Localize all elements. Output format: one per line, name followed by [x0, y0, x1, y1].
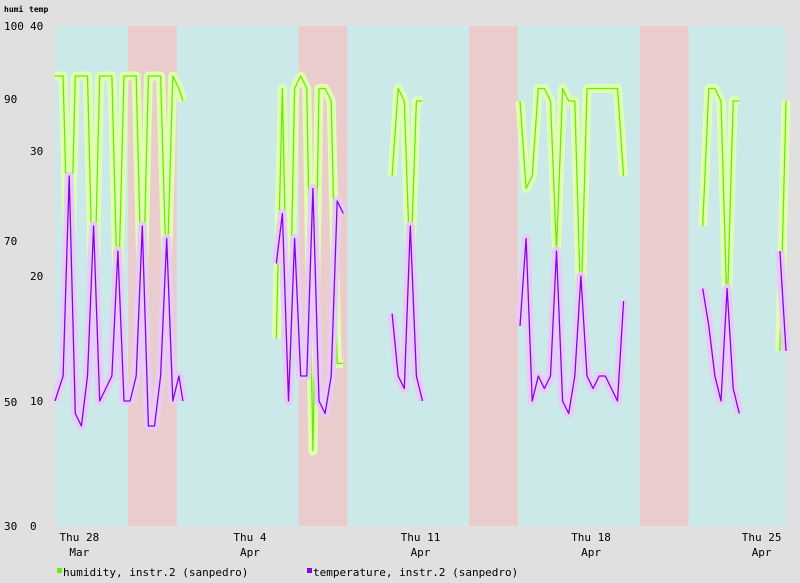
y-left-tick-label: 90: [4, 93, 17, 106]
x-tick-month: Apr: [240, 546, 260, 559]
y-right-tick-label: 40: [30, 20, 43, 33]
y-left-tick-label: 30: [4, 520, 17, 533]
x-tick-month: Apr: [752, 546, 772, 559]
series-line: [391, 87, 423, 277]
series-line: [519, 237, 625, 415]
x-tick-day: Thu 25: [742, 531, 782, 544]
right-axis-unit: temp: [29, 5, 48, 14]
x-tick-month: Mar: [69, 546, 89, 559]
series-line: [702, 87, 740, 315]
legend: humidity, instr.2 (sanpedro) temperature…: [57, 566, 518, 579]
x-tick-month: Apr: [411, 546, 431, 559]
x-tick-month: Apr: [581, 546, 601, 559]
series-line: [391, 225, 424, 402]
x-tick-day: Thu 11: [401, 531, 441, 544]
left-axis-unit: humi: [4, 4, 23, 14]
legend-swatch-temperature: [307, 568, 312, 573]
y-left-tick-label: 100: [4, 20, 24, 33]
weekend-band: [469, 26, 518, 526]
legend-label-humidity: humidity, instr.2 (sanpedro): [63, 566, 248, 579]
series-line: [702, 287, 740, 414]
y-right-tick-label: 20: [30, 270, 43, 283]
x-tick-day: Thu 28: [59, 531, 99, 544]
y-right-tick-label: 30: [30, 145, 43, 158]
weekend-band: [639, 26, 689, 526]
series-line: [275, 187, 344, 415]
series-line: [54, 175, 184, 427]
y-right-tick-label: 0: [30, 520, 37, 533]
series-temperature: [50, 171, 791, 431]
x-tick-day: Thu 18: [571, 531, 611, 544]
series-layer: [50, 71, 791, 456]
y-left-tick-label: 50: [4, 396, 17, 409]
series-line: [55, 75, 184, 327]
series-line: [519, 87, 625, 315]
axes-layer: humi temp 30 50 70 90 100 0 10 20 30 40 Thu 28 Mar T…: [4, 4, 782, 559]
legend-swatch-humidity: [57, 568, 62, 573]
legend-label-temperature: temperature, instr.2 (sanpedro): [313, 566, 518, 579]
y-left-tick-label: 70: [4, 235, 17, 248]
series-line: [779, 250, 787, 352]
y-right-tick-label: 10: [30, 395, 43, 408]
x-tick-day: Thu 4: [233, 531, 266, 544]
